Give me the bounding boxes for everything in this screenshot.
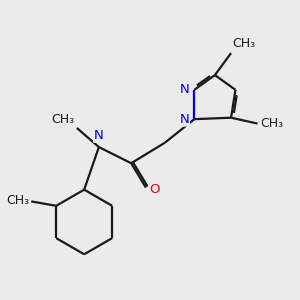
Text: CH₃: CH₃ [260, 117, 283, 130]
Text: N: N [179, 113, 189, 126]
Text: CH₃: CH₃ [51, 112, 74, 126]
Text: CH₃: CH₃ [232, 37, 256, 50]
Text: N: N [94, 129, 104, 142]
Text: CH₃: CH₃ [6, 194, 29, 207]
Text: O: O [149, 183, 160, 196]
Text: N: N [179, 83, 189, 96]
